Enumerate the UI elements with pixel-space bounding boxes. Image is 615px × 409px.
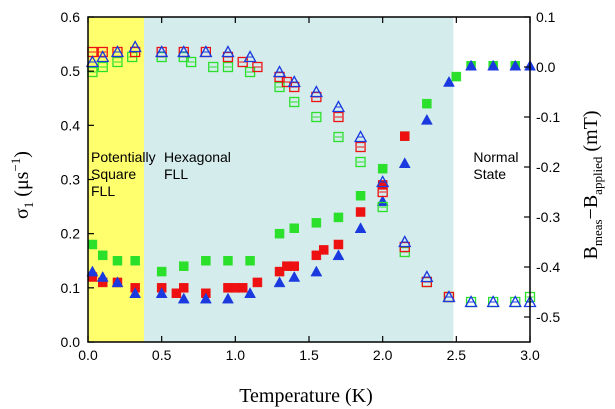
x-tick-label: 0.0 — [78, 347, 98, 363]
series-2-triangle-point — [487, 59, 500, 71]
series-3-square-point — [222, 61, 234, 73]
series-2-triangle-point — [288, 270, 301, 282]
series-4-square-point — [252, 61, 263, 73]
series-3-square-point — [112, 56, 123, 68]
series-0-square-point — [311, 218, 322, 228]
y-left-tick-label: 0.2 — [61, 226, 81, 242]
series-3-square-point — [377, 201, 388, 213]
series-2-triangle-point — [420, 113, 433, 125]
x-tick-label: 1.0 — [226, 347, 246, 363]
y-left-tick-label: 0.4 — [61, 117, 81, 133]
region-label: Hexagonal FLL — [164, 149, 231, 182]
series-0-square-point — [274, 228, 285, 239]
series-0-square-point — [245, 256, 255, 266]
right-y-axis-title: Bmeas−Bapplied (mT) — [580, 110, 605, 259]
x-tick-label: 1.5 — [299, 347, 319, 363]
series-2-triangle-point — [86, 265, 99, 277]
series-2-triangle-point — [465, 59, 477, 71]
series-0-square-point — [112, 256, 123, 266]
series-1-square-point — [311, 250, 322, 261]
series-0-square-point — [201, 256, 211, 266]
region-bg — [453, 17, 530, 342]
series-1-square-point — [355, 207, 366, 217]
y-right-tick-label: -0.2 — [536, 159, 560, 175]
series-1-square-point — [237, 283, 248, 293]
y-right-tick-label: 0.0 — [536, 59, 556, 75]
y-left-tick-label: 0.6 — [61, 9, 81, 25]
series-2-triangle-point — [111, 276, 124, 288]
series-0-square-point — [156, 266, 167, 277]
y-left-tick-label: 0.3 — [61, 172, 81, 188]
region-label: Normal State — [473, 149, 518, 182]
series-1-square-point — [171, 288, 182, 298]
series-1-square-point — [333, 239, 344, 250]
series-2-triangle-point — [199, 292, 212, 304]
ticks-layer: 0.0 0.5 1.0 1.5 2.0 2.5 3.0 0.0 0.1 0.2 0.3 0.4 0.5 0… — [61, 9, 561, 363]
series-1-square-point — [274, 266, 285, 277]
y-left-tick-label: 0.0 — [61, 334, 81, 350]
series-2-triangle-point — [155, 287, 168, 298]
series-2-triangle-point — [244, 287, 256, 298]
series-3-square-point — [208, 61, 219, 73]
x-axis-title: Temperature (K) — [239, 385, 373, 407]
series-0-square-point — [87, 239, 98, 250]
left-y-axis-title: σ1 (μs−1) — [8, 151, 36, 219]
y-right-tick-label: -0.3 — [536, 209, 560, 225]
series-1-square-point — [252, 277, 263, 288]
y-right-tick-label: -0.5 — [536, 309, 560, 325]
series-0-square-point — [355, 191, 366, 201]
region-label: Potentially Square FLL — [91, 149, 156, 199]
series-1-square-point — [289, 261, 300, 271]
series-2-triangle-point — [332, 249, 345, 261]
series-1-square-point — [318, 245, 329, 255]
x-tick-label: 2.0 — [373, 347, 393, 363]
series-1-square-point — [400, 131, 410, 141]
x-tick-label: 0.5 — [152, 347, 172, 363]
y-right-tick-label: -0.4 — [536, 259, 560, 275]
series-4-square-point — [333, 111, 344, 123]
series-0-square-point — [289, 223, 300, 233]
regions-layer — [88, 17, 530, 342]
series-4-square-point — [355, 141, 366, 153]
series-3-square-point — [355, 156, 366, 168]
region-bg — [143, 17, 454, 342]
series-2-triangle-point — [177, 292, 190, 304]
series-2-triangle-point — [443, 75, 455, 87]
markers-layer — [85, 40, 537, 308]
series-1-square-point — [179, 283, 189, 293]
series-0-square-point — [451, 71, 462, 82]
series-3-square-point — [311, 111, 322, 123]
series-0-square-point — [223, 256, 233, 266]
x-tick-label: 3.0 — [520, 347, 540, 363]
y-left-tick-label: 0.1 — [61, 280, 81, 296]
series-2-triangle-point — [398, 157, 411, 168]
y-left-tick-label: 0.5 — [61, 63, 81, 79]
series-2-triangle-point — [310, 265, 323, 277]
series-2-triangle-point — [129, 287, 142, 298]
series-0-square-point — [422, 98, 432, 109]
series-3-square-point — [333, 131, 344, 143]
series-0-square-point — [377, 163, 388, 174]
series-0-square-point — [97, 250, 108, 261]
series-2-triangle-point — [354, 222, 367, 233]
series-3-square-point — [185, 56, 197, 68]
series-0-square-point — [179, 261, 189, 271]
y-right-tick-label: -0.1 — [536, 109, 560, 125]
y-right-tick-label: 0.1 — [536, 9, 556, 25]
series-2-triangle-point — [273, 276, 286, 288]
x-tick-label: 2.5 — [447, 347, 467, 363]
series-2-triangle-point — [96, 270, 109, 282]
series-2-triangle-point — [222, 292, 234, 304]
series-2-triangle-point — [509, 59, 522, 71]
series-2-triangle-point — [376, 195, 389, 206]
series-0-square-point — [130, 256, 140, 266]
series-3-square-point — [289, 96, 300, 108]
series-4-square-point — [377, 186, 388, 198]
series-0-square-point — [333, 212, 344, 223]
